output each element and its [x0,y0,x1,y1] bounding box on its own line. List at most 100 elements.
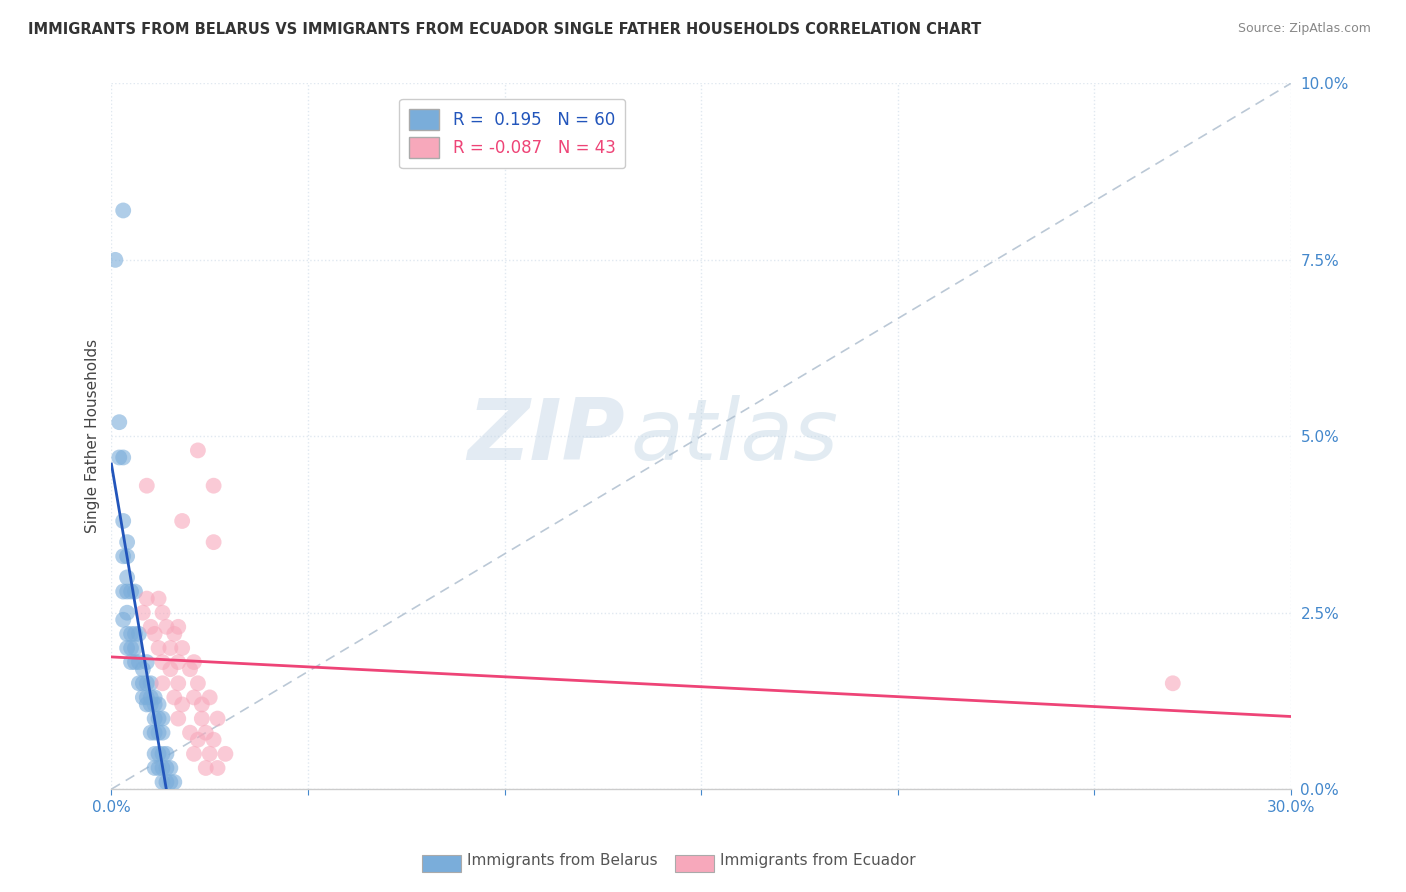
Point [139,725,162,739]
Point [143,698,166,712]
Point [148,725,170,739]
Point [139,620,162,634]
Point [132,676,155,690]
Point [148,747,170,761]
Point [191,712,214,726]
Point [152,655,174,669]
Point [115,549,138,564]
Point [148,761,170,775]
Point [115,570,138,584]
Point [139,676,162,690]
Point [139,690,162,705]
Point [115,640,138,655]
Point [163,627,186,641]
Point [135,676,157,690]
Point [179,725,201,739]
Point [152,761,174,775]
Text: Immigrants from Belarus: Immigrants from Belarus [467,854,658,868]
Point [135,591,157,606]
Text: ZIP: ZIP [467,395,624,478]
Text: IMMIGRANTS FROM BELARUS VS IMMIGRANTS FROM ECUADOR SINGLE FATHER HOUSEHOLDS CORR: IMMIGRANTS FROM BELARUS VS IMMIGRANTS FR… [28,22,981,37]
Point [163,775,186,789]
Y-axis label: Single Father Households: Single Father Households [86,339,100,533]
Point [207,712,229,726]
Point [135,478,157,492]
Point [152,725,174,739]
Point [128,627,150,641]
Point [124,584,146,599]
Point [183,747,205,761]
Point [132,690,155,705]
Point [152,775,174,789]
Point [155,747,177,761]
Point [159,662,181,676]
Text: Immigrants from Ecuador: Immigrants from Ecuador [720,854,915,868]
Point [202,478,225,492]
Point [124,627,146,641]
Point [198,690,221,705]
Point [112,549,135,564]
Point [191,698,214,712]
Point [183,690,205,705]
Point [167,676,190,690]
Point [155,620,177,634]
Point [139,698,162,712]
Point [152,676,174,690]
Point [143,627,166,641]
Point [167,620,190,634]
Point [120,655,142,669]
Point [128,676,150,690]
Point [143,712,166,726]
Point [108,450,131,465]
Point [112,613,135,627]
Point [143,725,166,739]
Point [148,698,170,712]
Point [120,640,142,655]
Point [152,606,174,620]
Point [115,535,138,549]
Point [112,450,135,465]
Point [155,775,177,789]
Point [143,761,166,775]
Point [202,732,225,747]
Point [187,443,209,458]
Point [115,606,138,620]
Point [202,535,225,549]
Point [159,775,181,789]
Point [1161,676,1184,690]
Point [128,655,150,669]
Point [207,761,229,775]
Point [143,747,166,761]
Text: atlas: atlas [630,395,838,478]
Point [172,698,194,712]
Point [148,712,170,726]
Point [148,640,170,655]
Point [194,761,217,775]
Legend: R =  0.195   N = 60, R = -0.087   N = 43: R = 0.195 N = 60, R = -0.087 N = 43 [399,99,626,169]
Point [155,761,177,775]
Point [152,712,174,726]
Point [112,203,135,218]
Point [214,747,236,761]
Point [124,640,146,655]
Point [135,698,157,712]
Point [187,676,209,690]
Point [179,662,201,676]
Point [167,712,190,726]
Point [152,747,174,761]
Point [132,606,155,620]
Point [148,591,170,606]
Point [143,690,166,705]
Point [187,732,209,747]
Point [120,584,142,599]
Point [198,747,221,761]
Point [159,640,181,655]
Point [172,640,194,655]
Point [135,690,157,705]
Point [112,584,135,599]
Point [115,584,138,599]
Point [115,627,138,641]
Point [124,655,146,669]
Point [132,662,155,676]
Point [167,655,190,669]
